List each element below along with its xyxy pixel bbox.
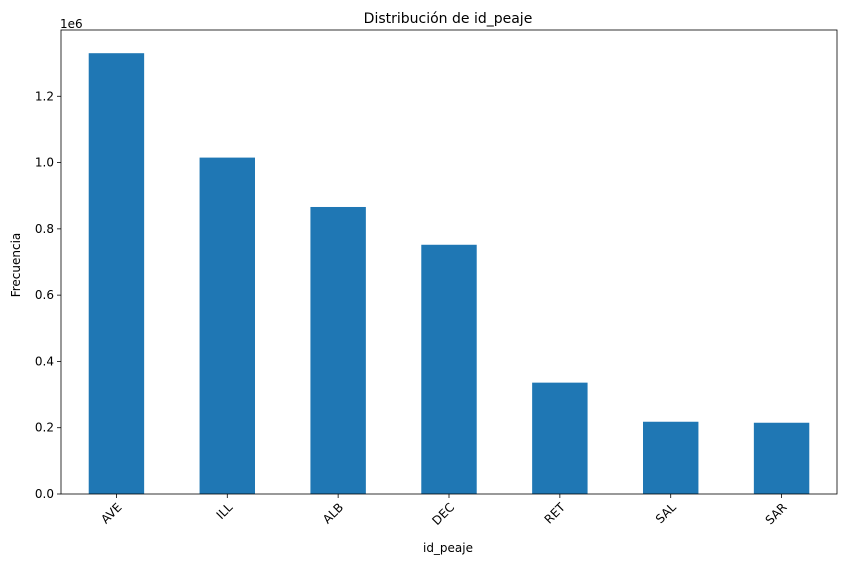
- y-tick-label: 0.8: [35, 222, 54, 236]
- x-tick-label: ILL: [214, 500, 236, 522]
- x-tick-label: SAR: [763, 500, 790, 527]
- x-tick-label: AVE: [98, 500, 124, 526]
- bar-sal: [643, 421, 699, 494]
- plot-frame: [60, 29, 838, 495]
- x-tick-label: DEC: [429, 500, 457, 528]
- bar-ill: [199, 157, 255, 494]
- y-axis-label: Frecuencia: [9, 233, 23, 298]
- bar-dec: [421, 244, 477, 494]
- y-tick-label: 0.2: [35, 421, 54, 435]
- y-tick-label: 0.6: [35, 288, 54, 302]
- x-tick-label: SAL: [653, 500, 679, 526]
- y-tick-label: 0.4: [35, 354, 54, 368]
- x-tick-label: RET: [542, 500, 569, 527]
- x-tick-label: ALB: [320, 500, 346, 526]
- bars-group: [88, 53, 810, 495]
- bar-ave: [88, 53, 145, 494]
- bar-alb: [310, 206, 366, 495]
- y-axis-ticks: 0.0 0.2 0.4 0.6 0.8 1.0 1.2: [35, 89, 61, 501]
- y-tick-label: 1.0: [35, 156, 54, 170]
- y-tick-label: 1.2: [35, 89, 54, 103]
- chart-title: Distribución de id_peaje: [364, 11, 533, 27]
- y-tick-label: 0.0: [35, 487, 54, 501]
- y-offset-label: 1e6: [60, 17, 83, 31]
- bar-sar: [753, 422, 810, 494]
- x-axis-label: id_peaje: [423, 541, 473, 555]
- bar-ret: [532, 382, 588, 494]
- x-axis-ticks: AVE ILL ALB DEC RET SAL SAR: [98, 494, 790, 528]
